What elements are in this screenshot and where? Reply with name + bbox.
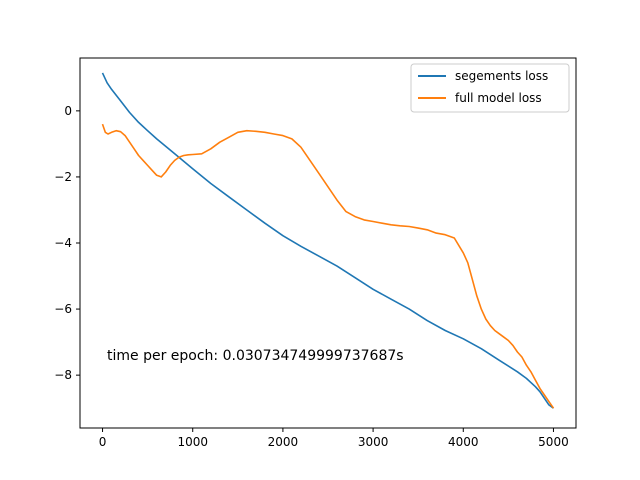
legend-label-segements-loss: segements loss bbox=[455, 69, 548, 83]
x-tick-label: 1000 bbox=[177, 435, 208, 449]
y-tick-label: −4 bbox=[54, 236, 72, 250]
legend-box bbox=[410, 63, 570, 113]
time-per-epoch-annotation: time per epoch: 0.030734749999737687s bbox=[107, 348, 404, 364]
y-tick-label: −2 bbox=[54, 170, 72, 184]
legend: segements loss full model loss bbox=[410, 63, 570, 113]
x-tick-label: 5000 bbox=[538, 435, 569, 449]
plot-frame bbox=[79, 57, 577, 429]
x-tick-label: 3000 bbox=[358, 435, 389, 449]
x-tick-label: 4000 bbox=[448, 435, 479, 449]
x-tick-label: 0 bbox=[99, 435, 107, 449]
series-line-segements-loss bbox=[101, 72, 554, 409]
series-line-full-model-loss bbox=[101, 123, 555, 409]
y-tick-label: −6 bbox=[54, 302, 72, 316]
y-tick-label: −8 bbox=[54, 368, 72, 382]
y-tick-label: 0 bbox=[64, 104, 72, 118]
legend-label-full-model-loss: full model loss bbox=[455, 91, 542, 105]
x-tick-label: 2000 bbox=[268, 435, 299, 449]
